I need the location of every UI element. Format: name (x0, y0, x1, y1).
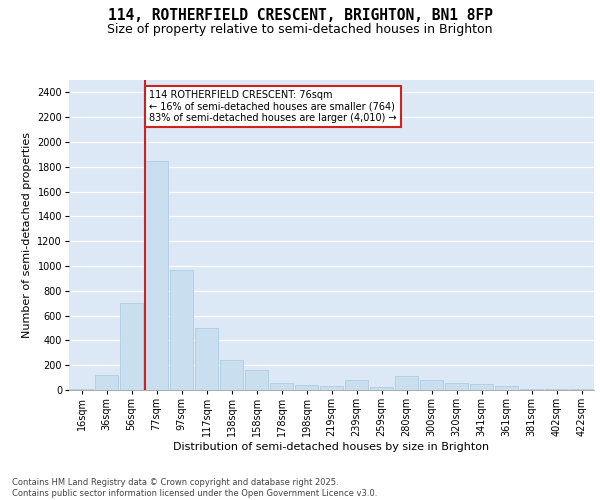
Bar (270, 382, 293, 390)
Bar (245, 370, 268, 390)
Bar (170, 270, 193, 390)
Text: 114, ROTHERFIELD CRESCENT, BRIGHTON, BN1 8FP: 114, ROTHERFIELD CRESCENT, BRIGHTON, BN1… (107, 8, 493, 22)
Y-axis label: Number of semi-detached properties: Number of semi-detached properties (22, 132, 32, 338)
Text: Size of property relative to semi-detached houses in Brighton: Size of property relative to semi-detach… (107, 22, 493, 36)
Bar (395, 376, 418, 390)
Bar (370, 387, 393, 390)
Bar (470, 384, 493, 390)
Bar (320, 386, 343, 390)
Text: Contains HM Land Registry data © Crown copyright and database right 2025.
Contai: Contains HM Land Registry data © Crown c… (12, 478, 377, 498)
Bar (520, 389, 543, 390)
Bar (70, 389, 93, 390)
X-axis label: Distribution of semi-detached houses by size in Brighton: Distribution of semi-detached houses by … (173, 442, 490, 452)
Bar (120, 303, 143, 390)
Bar (195, 328, 218, 390)
Bar (420, 380, 443, 390)
Bar (145, 160, 168, 390)
Bar (220, 360, 243, 390)
Bar (445, 382, 468, 390)
Text: 114 ROTHERFIELD CRESCENT: 76sqm
← 16% of semi-detached houses are smaller (764)
: 114 ROTHERFIELD CRESCENT: 76sqm ← 16% of… (149, 90, 397, 123)
Bar (295, 385, 318, 390)
Bar (95, 375, 118, 390)
Bar (495, 386, 518, 390)
Bar (345, 380, 368, 390)
